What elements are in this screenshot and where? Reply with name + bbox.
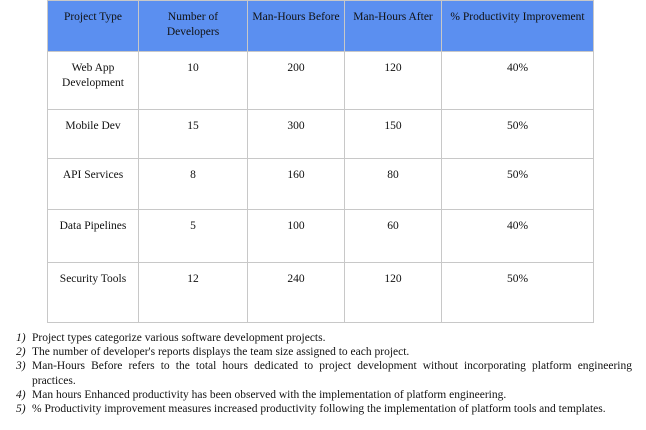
table-cell: 5 bbox=[138, 209, 248, 263]
table-cell: 50% bbox=[441, 109, 594, 159]
note-marker: 4) bbox=[16, 388, 26, 401]
table-cell: Mobile Dev bbox=[47, 109, 139, 159]
header-cell: Number of Developers bbox=[138, 0, 248, 52]
table-cell: Security Tools bbox=[47, 262, 139, 323]
table-cell: 8 bbox=[138, 158, 248, 210]
table-row: Security Tools 12 240 120 50% bbox=[47, 262, 594, 323]
note-text: Man-Hours Before refers to the total hou… bbox=[32, 360, 632, 387]
table-row: Mobile Dev 15 300 150 50% bbox=[47, 109, 594, 159]
note-text: Project types categorize various softwar… bbox=[32, 332, 326, 344]
table-cell: 120 bbox=[344, 262, 442, 323]
header-row: Project Type Number of Developers Man-Hour… bbox=[47, 0, 594, 52]
note-text: The number of developer's reports displa… bbox=[32, 346, 410, 359]
table-row: Web App Development 10 200 120 40% bbox=[47, 51, 594, 110]
table-body: Web App Development 10 200 120 40% Mobile Dev… bbox=[47, 51, 594, 323]
table-cell: 60 bbox=[344, 209, 442, 263]
table-cell: 40% bbox=[441, 209, 594, 263]
note-marker: 3) bbox=[16, 360, 26, 373]
table-cell: 240 bbox=[247, 262, 345, 323]
table-cell: 10 bbox=[138, 51, 248, 110]
note-item: 3) Man-Hours Before refers to the total h… bbox=[10, 359, 632, 387]
header-cell: Man-Hours Before bbox=[247, 0, 345, 52]
header-cell: Project Type bbox=[47, 0, 139, 52]
table-cell: 40% bbox=[441, 51, 594, 110]
table-row: Data Pipelines 5 100 60 40% bbox=[47, 209, 594, 263]
table-cell: 50% bbox=[441, 158, 594, 210]
note-text: % Productivity improvement measures incr… bbox=[32, 403, 606, 416]
note-marker: 5) bbox=[16, 403, 26, 416]
table-cell: Web App Development bbox=[47, 51, 139, 110]
header-cell: Man-Hours After bbox=[344, 0, 442, 52]
note-item: 2) The number of developer's reports disp… bbox=[10, 345, 632, 359]
note-text: Man hours Enhanced productivity has been… bbox=[32, 388, 507, 401]
table-cell: Data Pipelines bbox=[47, 209, 139, 263]
table-cell: 100 bbox=[247, 209, 345, 263]
table-cell: 15 bbox=[138, 109, 248, 159]
table-cell: 300 bbox=[247, 109, 345, 159]
table-row: API Services 8 160 80 50% bbox=[47, 158, 594, 210]
table-cell: 80 bbox=[344, 158, 442, 210]
note-item: 1) Project types categorize various softw… bbox=[10, 331, 632, 345]
table-cell: 150 bbox=[344, 109, 442, 159]
table-cell: 120 bbox=[344, 51, 442, 110]
note-marker: 2) bbox=[16, 346, 26, 359]
note-item: 4) Man hours Enhanced productivity has be… bbox=[10, 388, 632, 402]
table-cell: 50% bbox=[441, 262, 594, 323]
productivity-table: Project Type Number of Developers Man-Hour… bbox=[47, 0, 594, 323]
note-item: 5) % Productivity improvement measures in… bbox=[10, 402, 632, 416]
note-marker: 1) bbox=[16, 332, 26, 344]
table-cell: 12 bbox=[138, 262, 248, 323]
table-cell: 160 bbox=[247, 158, 345, 210]
table-cell: 200 bbox=[247, 51, 345, 110]
header-cell: % Productivity Improvement bbox=[441, 0, 594, 52]
notes-list: 1) Project types categorize various softw… bbox=[10, 331, 632, 416]
table-cell: API Services bbox=[47, 158, 139, 210]
